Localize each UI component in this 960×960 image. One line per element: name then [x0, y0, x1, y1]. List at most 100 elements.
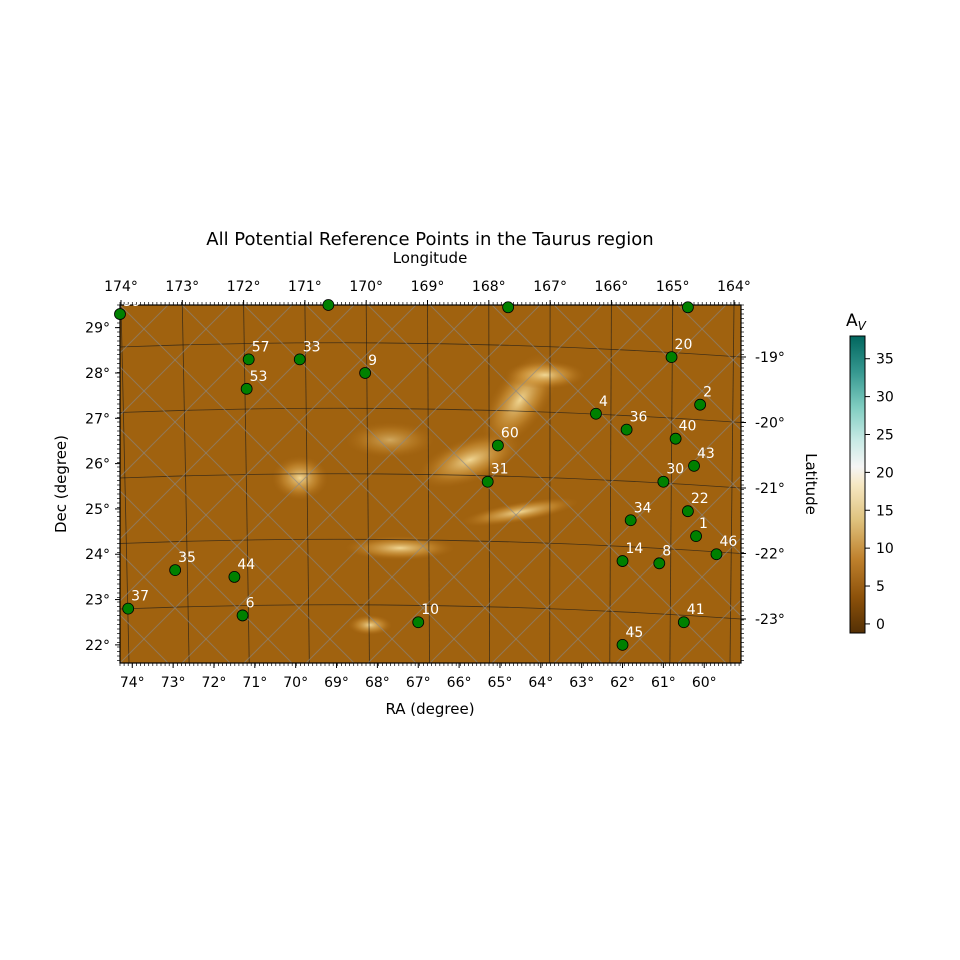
reference-point-label: 31	[491, 462, 509, 478]
x-tick-label: 62°	[610, 675, 635, 691]
grid-line	[120, 490, 293, 663]
x-tick-label: 67°	[406, 675, 431, 691]
x-tick-label: 61°	[651, 675, 676, 691]
reference-point	[624, 514, 637, 527]
reference-point-label: 1	[699, 516, 708, 532]
cloud-filament	[505, 361, 585, 389]
grid-line	[243, 305, 603, 663]
top-axis-label: Longitude	[393, 249, 468, 267]
x-tick-label: 69°	[324, 675, 349, 691]
top-tick-label: 165°	[656, 279, 690, 295]
grid-line	[553, 475, 741, 663]
reference-point-label: 34	[634, 500, 652, 516]
reference-point-label: 43	[697, 446, 715, 462]
grid-line	[120, 305, 355, 540]
top-tick-label: 166°	[595, 279, 629, 295]
reference-point-label: 37	[131, 589, 149, 605]
top-tick-label: 169°	[411, 279, 445, 295]
colorbar-gradient	[849, 335, 866, 634]
reference-point	[359, 367, 372, 379]
x-tick-label: 68°	[365, 675, 390, 691]
grid-line	[615, 537, 741, 663]
y-tick-label: 22°	[85, 638, 110, 654]
longitude-grid-line	[304, 305, 310, 663]
y-tick-label: 26°	[85, 457, 110, 473]
x-tick-label: 70°	[283, 675, 308, 691]
reference-point	[710, 548, 723, 561]
colorbar-tick-label: 5	[876, 579, 885, 595]
grid-line	[802, 263, 960, 663]
grid-line	[0, 263, 86, 663]
reference-point-label: 35	[178, 550, 196, 566]
top-tick-label: 172°	[227, 279, 261, 295]
grid-line	[864, 263, 960, 663]
chart-title: All Potential Reference Points in the Ta…	[206, 229, 653, 250]
right-axis-label: Latitude	[802, 453, 820, 515]
grid-line	[120, 305, 169, 354]
reference-point	[616, 638, 629, 651]
x-tick-label: 74°	[120, 675, 145, 691]
x-tick-label: 65°	[488, 675, 513, 691]
reference-point-label: 14	[626, 541, 644, 557]
reference-point-label: 6	[246, 595, 255, 611]
grid-line	[120, 305, 231, 416]
reference-point-label: 20	[675, 337, 693, 353]
reference-point-label: 9	[368, 353, 377, 369]
reference-point	[502, 301, 515, 314]
colorbar-tick-label: 35	[876, 352, 894, 368]
reference-point-label: 40	[679, 419, 697, 435]
y-tick-label: 23°	[85, 593, 110, 609]
right-tick-label: -22°	[755, 547, 785, 563]
reference-point	[412, 616, 425, 629]
longitude-grid-line	[365, 305, 370, 663]
x-tick-label: 73°	[161, 675, 186, 691]
colorbar: AV 0 5 10 15 20 25 30 35	[846, 311, 894, 634]
right-tick-label: -23°	[755, 612, 785, 628]
latitude-grid-line	[120, 473, 741, 489]
coordinate-grid	[0, 263, 960, 705]
cloud-filament	[272, 456, 328, 500]
reference-point	[114, 308, 126, 320]
top-tick-label: 173°	[165, 279, 199, 295]
reference-point	[681, 505, 694, 518]
right-tick-label: -20°	[755, 416, 785, 432]
colorbar-tick-label: 0	[876, 617, 885, 633]
reference-point-label: 41	[687, 602, 705, 618]
latitude-grid-line	[120, 538, 741, 554]
grid-line	[181, 305, 541, 663]
reference-point-label: 8	[662, 543, 671, 559]
reference-point	[242, 353, 255, 366]
y-tick-label: 29°	[85, 321, 110, 337]
grid-line	[429, 305, 741, 617]
top-tick-label: 167°	[533, 279, 567, 295]
grid-line	[491, 305, 741, 555]
colorbar-ticks: 0 5 10 15 20 25 30 35	[865, 352, 894, 633]
right-tick-label: -19°	[755, 350, 785, 366]
reference-point-label: 60	[501, 425, 519, 441]
x-tick-label: 64°	[528, 675, 553, 691]
longitude-grid-line	[243, 305, 250, 663]
reference-points: 1246891014202230313334353637394041434445…	[114, 294, 737, 651]
x-tick-label: 66°	[447, 675, 472, 691]
grid-line	[120, 305, 293, 478]
grid-line	[0, 305, 24, 705]
reference-point	[322, 299, 335, 311]
x-tick-label: 63°	[569, 675, 594, 691]
latitude-grid-line	[120, 407, 741, 423]
longitude-grid-line	[181, 305, 190, 663]
reference-point	[677, 616, 690, 629]
reference-point-label: 45	[626, 625, 644, 641]
top-tick-label: 164°	[717, 279, 751, 295]
reference-point-label: 53	[250, 369, 268, 385]
grid-line	[0, 305, 86, 705]
y-tick-label: 27°	[85, 411, 110, 427]
reference-point	[669, 432, 682, 445]
colorbar-tick-label: 10	[876, 541, 894, 557]
reference-point-label: 36	[630, 410, 648, 426]
plot-area	[0, 263, 960, 705]
top-tick-label: 174°	[104, 279, 138, 295]
reference-point	[694, 398, 707, 411]
grid-line	[0, 263, 24, 663]
reference-point	[688, 459, 700, 472]
reference-point	[228, 570, 241, 583]
